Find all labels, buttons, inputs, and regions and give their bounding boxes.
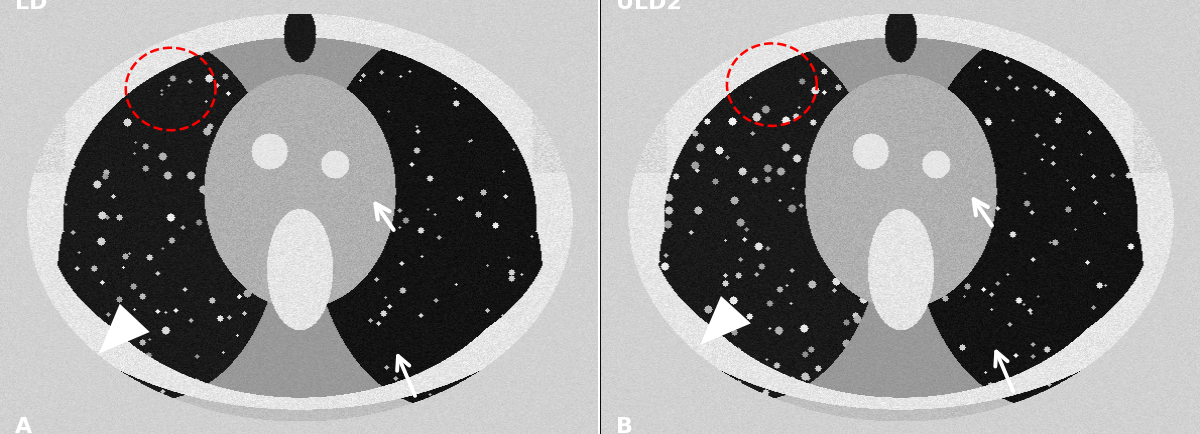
Text: LD: LD bbox=[14, 0, 48, 13]
Text: B: B bbox=[616, 417, 634, 434]
Text: A: A bbox=[14, 417, 32, 434]
Text: ULD2: ULD2 bbox=[616, 0, 682, 13]
Polygon shape bbox=[700, 296, 751, 345]
Polygon shape bbox=[98, 304, 150, 354]
